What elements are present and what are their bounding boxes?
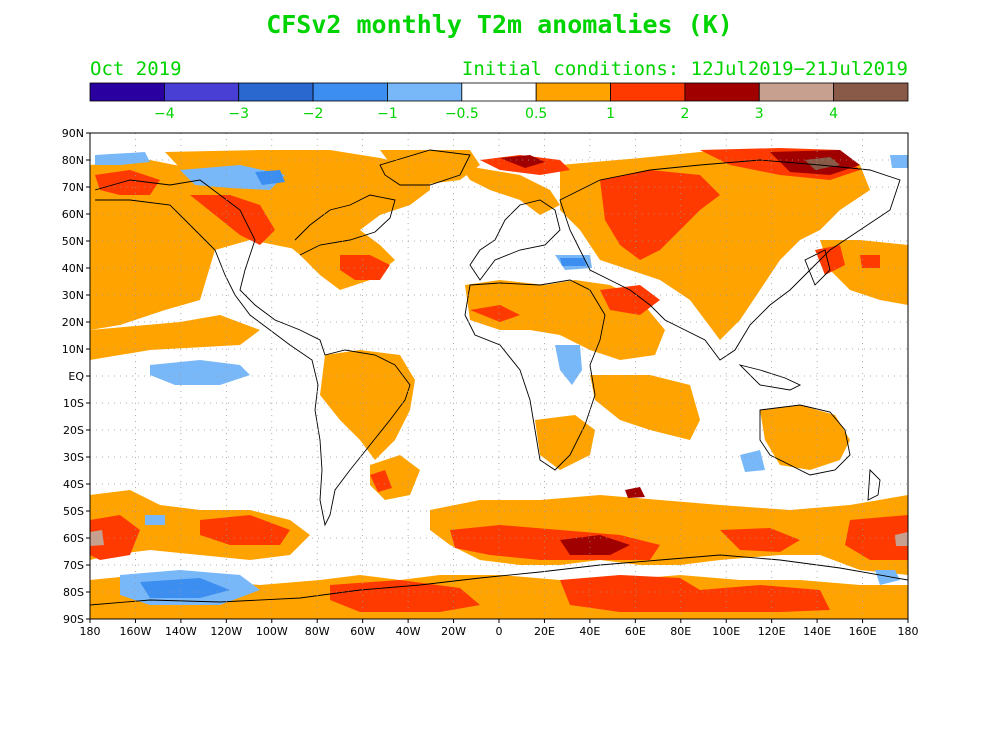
latitude-label: 40S xyxy=(63,478,84,491)
longitude-label: 20W xyxy=(441,625,466,638)
latitude-labels: 90N 80N 70N 60N 50N 40N 30N 20N 10N EQ 10S 20S 30S 40… xyxy=(62,127,90,626)
colorbar-label: −1 xyxy=(377,106,398,122)
longitude-label: 100W xyxy=(256,625,288,638)
colorbar-label: −0.5 xyxy=(445,106,479,122)
longitude-label: 160E xyxy=(849,625,877,638)
longitude-label: 80W xyxy=(305,625,330,638)
colorbar-label: 0.5 xyxy=(525,106,547,122)
latitude-label: 90N xyxy=(62,127,84,140)
map-title: CFSv2 monthly T2m anomalies (K) xyxy=(266,10,733,39)
latitude-label: 60N xyxy=(62,208,84,221)
latitude-label: 50S xyxy=(63,505,84,518)
longitude-label: 140E xyxy=(803,625,831,638)
latitude-label: 70N xyxy=(62,181,84,194)
latitude-label: EQ xyxy=(68,370,84,383)
longitude-label: 80E xyxy=(670,625,691,638)
colorbar-label: −4 xyxy=(154,106,175,122)
longitude-label: 60W xyxy=(350,625,375,638)
initial-conditions: Initial conditions: 12Jul2019−21Jul2019 xyxy=(461,58,908,80)
longitude-label: 120W xyxy=(210,625,242,638)
latitude-label: 10N xyxy=(62,343,84,356)
longitude-label: 40E xyxy=(579,625,600,638)
latitude-label: 80N xyxy=(62,154,84,167)
longitude-labels: 180 160W 140W 120W 100W 80W 60W 40W 20W 0 20E 40E 60… xyxy=(80,619,919,638)
colorbar-label: −3 xyxy=(228,106,249,122)
valid-month: Oct 2019 xyxy=(90,58,182,80)
latitude-label: 20S xyxy=(63,424,84,437)
coastlines xyxy=(90,149,908,606)
colorbar-swatch xyxy=(312,82,388,102)
longitude-label: 20E xyxy=(534,625,555,638)
colorbar-label: 2 xyxy=(680,106,689,122)
longitude-label: 100E xyxy=(712,625,740,638)
latitude-label: 70S xyxy=(63,559,84,572)
colorbar-swatch xyxy=(387,82,463,102)
colorbar-swatch xyxy=(89,82,165,102)
latitude-label: 20N xyxy=(62,316,84,329)
longitude-label: 60E xyxy=(625,625,646,638)
longitude-label: 180 xyxy=(80,625,101,638)
longitude-label: 40W xyxy=(396,625,421,638)
latitude-label: 60S xyxy=(63,532,84,545)
colorbar-label: 4 xyxy=(829,106,838,122)
longitude-label: 0 xyxy=(496,625,503,638)
latitude-label: 30N xyxy=(62,289,84,302)
colorbar-swatch xyxy=(833,82,909,102)
anomaly-field-extreme xyxy=(805,157,840,170)
longitude-label: 120E xyxy=(758,625,786,638)
latitude-label: 10S xyxy=(63,397,84,410)
colorbar-swatch xyxy=(461,82,537,102)
colorbar-swatch xyxy=(684,82,760,102)
colorbar-label: 1 xyxy=(606,106,615,122)
colorbar-swatch xyxy=(758,82,835,102)
colorbar-swatch xyxy=(163,82,240,102)
map-gridlines xyxy=(90,133,908,619)
latitude-label: 90S xyxy=(63,613,84,626)
colorbar-label: 3 xyxy=(755,106,764,122)
map-plot-area xyxy=(90,133,908,619)
colorbar-swatch xyxy=(238,82,314,102)
colorbar: −4 −3 −2 −1 −0.5 0.5 1 2 3 4 xyxy=(89,82,909,122)
colorbar-swatch xyxy=(535,82,611,102)
longitude-label: 160W xyxy=(120,625,152,638)
colorbar-swatch xyxy=(610,82,686,102)
latitude-label: 80S xyxy=(63,586,84,599)
latitude-label: 50N xyxy=(62,235,84,248)
longitude-label: 180 xyxy=(898,625,919,638)
anomaly-field-strong xyxy=(90,148,908,612)
longitude-label: 140W xyxy=(165,625,197,638)
latitude-label: 40N xyxy=(62,262,84,275)
colorbar-label: −2 xyxy=(303,106,324,122)
latitude-label: 30S xyxy=(63,451,84,464)
